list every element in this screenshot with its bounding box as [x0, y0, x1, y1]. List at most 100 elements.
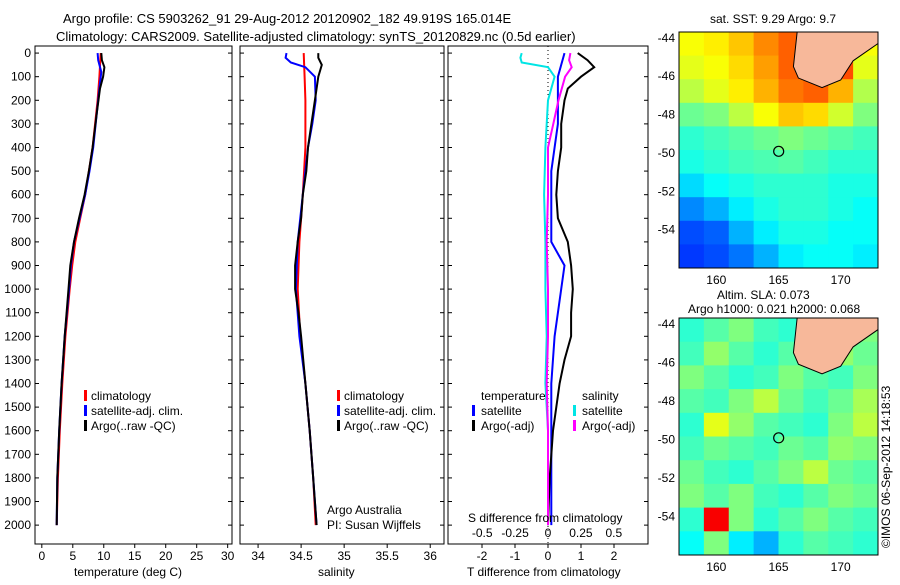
map-cell: [753, 244, 779, 269]
map-cell: [679, 531, 705, 556]
annotation-argo-australia: Argo Australia: [327, 503, 402, 517]
series-line-salinity-argo-adj-: [545, 52, 573, 526]
map-cell: [728, 173, 755, 198]
map-cell: [828, 220, 854, 245]
series-line-temperature-satellite: [550, 52, 566, 526]
lat-tick-label: -46: [658, 355, 676, 369]
depth-tick-label: 1700: [4, 447, 31, 461]
map-cell: [679, 436, 705, 461]
map-cell: [853, 389, 879, 414]
map-cell: [803, 460, 829, 485]
depth-tick-label: 200: [11, 93, 31, 107]
difference-legend: temperature satellite Argo(-adj) salinit…: [472, 389, 635, 433]
x-tick-label: 35: [337, 549, 351, 563]
x-tick-label: 0: [545, 549, 552, 563]
map-cell: [803, 102, 829, 127]
lon-tick-label: 170: [831, 560, 851, 574]
map-cell: [703, 412, 730, 437]
map-cell: [703, 365, 730, 390]
sla-map-subtitle: Argo h1000: 0.021 h2000: 0.068: [688, 302, 860, 316]
series-line-temperature-argo-adj-: [547, 52, 596, 526]
depth-tick-label: 1100: [5, 306, 31, 320]
map-cell: [828, 483, 854, 509]
map-cell: [828, 531, 854, 556]
map-cell: [803, 412, 829, 437]
map-cell: [778, 150, 804, 175]
map-cell: [679, 244, 705, 269]
map-cell: [679, 197, 705, 222]
lat-tick-label: -50: [658, 146, 676, 160]
x-tick-label: 34: [251, 549, 265, 563]
map-cell: [728, 365, 755, 390]
map-cell: [753, 436, 779, 461]
map-cell: [828, 389, 854, 414]
x-tick-label: 30: [221, 549, 235, 563]
map-cell: [703, 55, 730, 80]
depth-tick-label: 900: [11, 258, 31, 272]
map-cell: [828, 173, 854, 198]
map-cell: [778, 483, 804, 509]
map-cell: [753, 150, 779, 175]
map-cell: [679, 173, 705, 198]
s-diff-tick-label: 0: [545, 526, 552, 540]
legend-climatology: climatology: [344, 389, 404, 403]
float-position-marker: [773, 145, 785, 157]
depth-tick-label: 1800: [4, 471, 31, 485]
s-diff-tick-label: -0.5: [472, 526, 493, 540]
map-cell: [703, 32, 730, 57]
map-cell: [828, 507, 854, 532]
depth-tick-label: 500: [11, 164, 31, 178]
s-diff-label: S difference from climatology: [468, 511, 623, 525]
map-cell: [728, 32, 755, 57]
series-line-argo-raw-qc-: [55, 53, 106, 526]
legend-satellite: satellite-adj. clim.: [91, 404, 183, 418]
map-cell: [853, 220, 879, 245]
lat-tick-label: -54: [658, 223, 676, 237]
legend-t-satellite: satellite: [481, 404, 522, 418]
legend-s-argo: Argo(-adj): [582, 419, 635, 433]
map-cell: [728, 389, 755, 414]
map-cell: [853, 197, 879, 222]
sst-map: 160 165 170 -44 -46 -48 -50 -52 -54: [658, 31, 879, 287]
map-cell: [679, 220, 705, 245]
lon-tick-label: 160: [706, 273, 726, 287]
map-cell: [703, 173, 730, 198]
lat-tick-label: -46: [658, 69, 676, 83]
map-cell: [728, 318, 755, 343]
map-cell: [778, 220, 804, 245]
s-diff-tick-label: 0.25: [569, 526, 593, 540]
map-cell: [778, 531, 804, 556]
map-cell: [703, 126, 730, 151]
depth-tick-label: 1400: [4, 377, 31, 391]
map-cell: [703, 507, 730, 532]
map-cell: [753, 173, 779, 198]
map-cell: [753, 220, 779, 245]
map-cell: [679, 102, 705, 127]
map-cell: [778, 79, 804, 104]
map-cell: [828, 126, 854, 151]
map-cell: [778, 507, 804, 532]
depth-tick-label: 100: [11, 70, 31, 84]
x-tick-label: 10: [97, 549, 111, 563]
x-tick-label: -1: [510, 549, 521, 563]
map-cell: [703, 483, 730, 509]
s-diff-tick-label: -0.25: [501, 526, 529, 540]
map-cell: [728, 436, 755, 461]
map-cell: [703, 531, 730, 556]
map-cell: [753, 412, 779, 437]
map-cell: [778, 244, 804, 269]
map-cell: [778, 365, 804, 390]
map-cell: [753, 507, 779, 532]
x-tick-label: 36: [424, 549, 438, 563]
map-cell: [828, 436, 854, 461]
annotation-pi: PI: Susan Wijffels: [327, 518, 421, 532]
map-cell: [853, 412, 879, 437]
map-cell: [853, 531, 879, 556]
map-cell: [853, 126, 879, 151]
map-cell: [803, 531, 829, 556]
map-cell: [703, 102, 730, 127]
map-cell: [803, 197, 829, 222]
map-cell: [703, 197, 730, 222]
depth-tick-label: 800: [11, 235, 31, 249]
map-cell: [853, 150, 879, 175]
